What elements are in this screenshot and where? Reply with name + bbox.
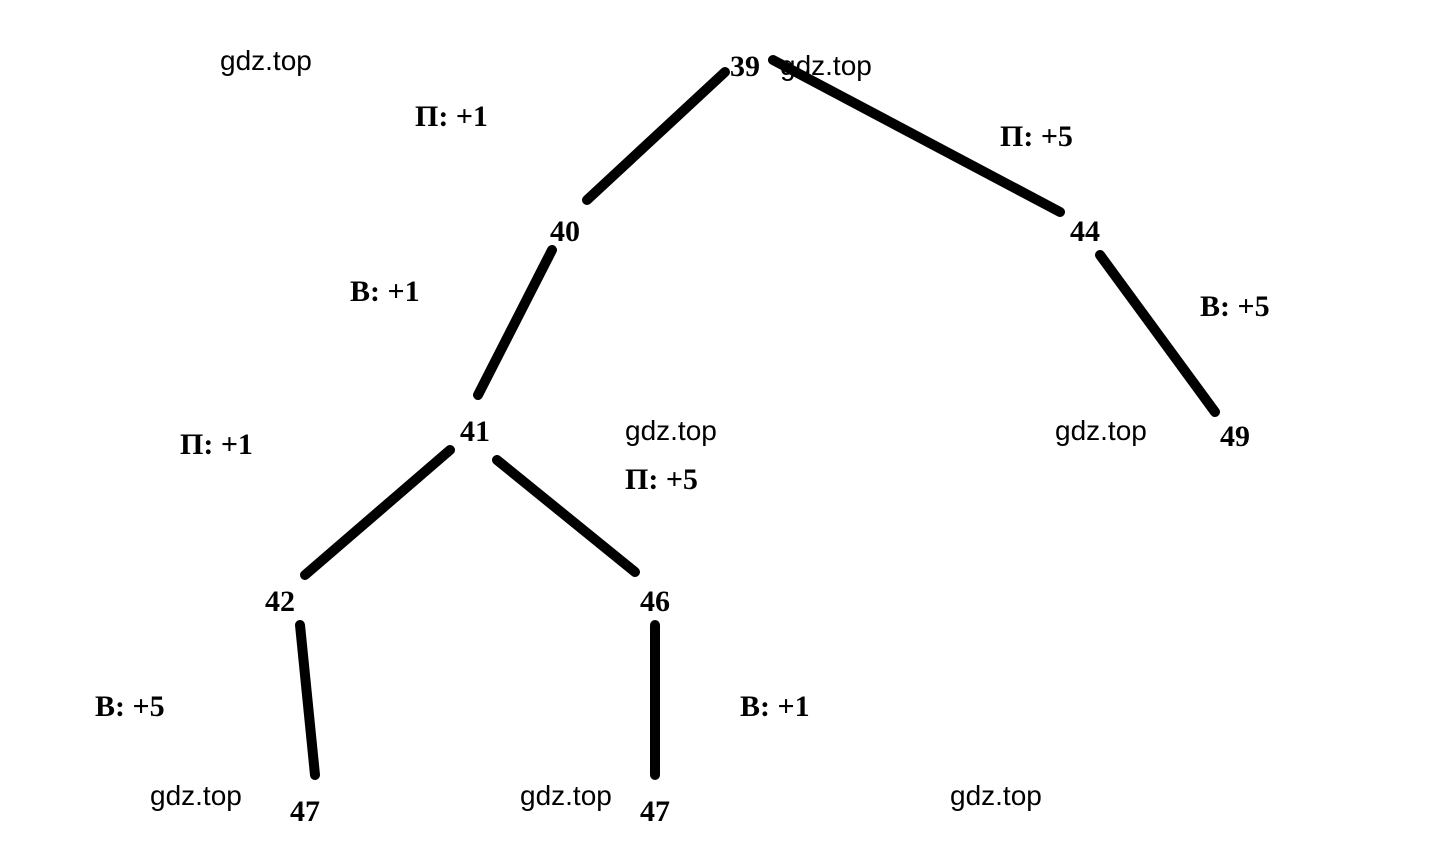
edge-label-2: В: +1 — [350, 275, 420, 309]
watermark-5: gdz.top — [520, 780, 612, 812]
edge-label-4: П: +1 — [180, 428, 253, 462]
node-n39: 39 — [730, 50, 760, 84]
edge-label-3: В: +5 — [1200, 290, 1270, 324]
edge-n40-n41 — [478, 250, 552, 395]
node-n49: 49 — [1220, 420, 1250, 454]
watermark-1: gdz.top — [780, 50, 872, 82]
watermark-2: gdz.top — [625, 415, 717, 447]
edge-n39-n40 — [587, 72, 725, 200]
edge-n41-n42 — [305, 450, 450, 575]
watermark-0: gdz.top — [220, 45, 312, 77]
node-n46: 46 — [640, 585, 670, 619]
watermark-3: gdz.top — [1055, 415, 1147, 447]
edge-label-0: П: +1 — [415, 100, 488, 134]
watermark-4: gdz.top — [150, 780, 242, 812]
node-n42: 42 — [265, 585, 295, 619]
edge-label-5: П: +5 — [625, 463, 698, 497]
edge-label-1: П: +5 — [1000, 120, 1073, 154]
node-n41: 41 — [460, 415, 490, 449]
edge-n41-n46 — [497, 460, 635, 572]
watermark-6: gdz.top — [950, 780, 1042, 812]
node-n47b: 47 — [640, 795, 670, 829]
edge-n44-n49 — [1100, 255, 1215, 412]
edge-label-6: В: +5 — [95, 690, 165, 724]
node-n44: 44 — [1070, 215, 1100, 249]
edge-n42-n47a — [300, 625, 315, 775]
node-n47a: 47 — [290, 795, 320, 829]
edge-label-7: В: +1 — [740, 690, 810, 724]
node-n40: 40 — [550, 215, 580, 249]
